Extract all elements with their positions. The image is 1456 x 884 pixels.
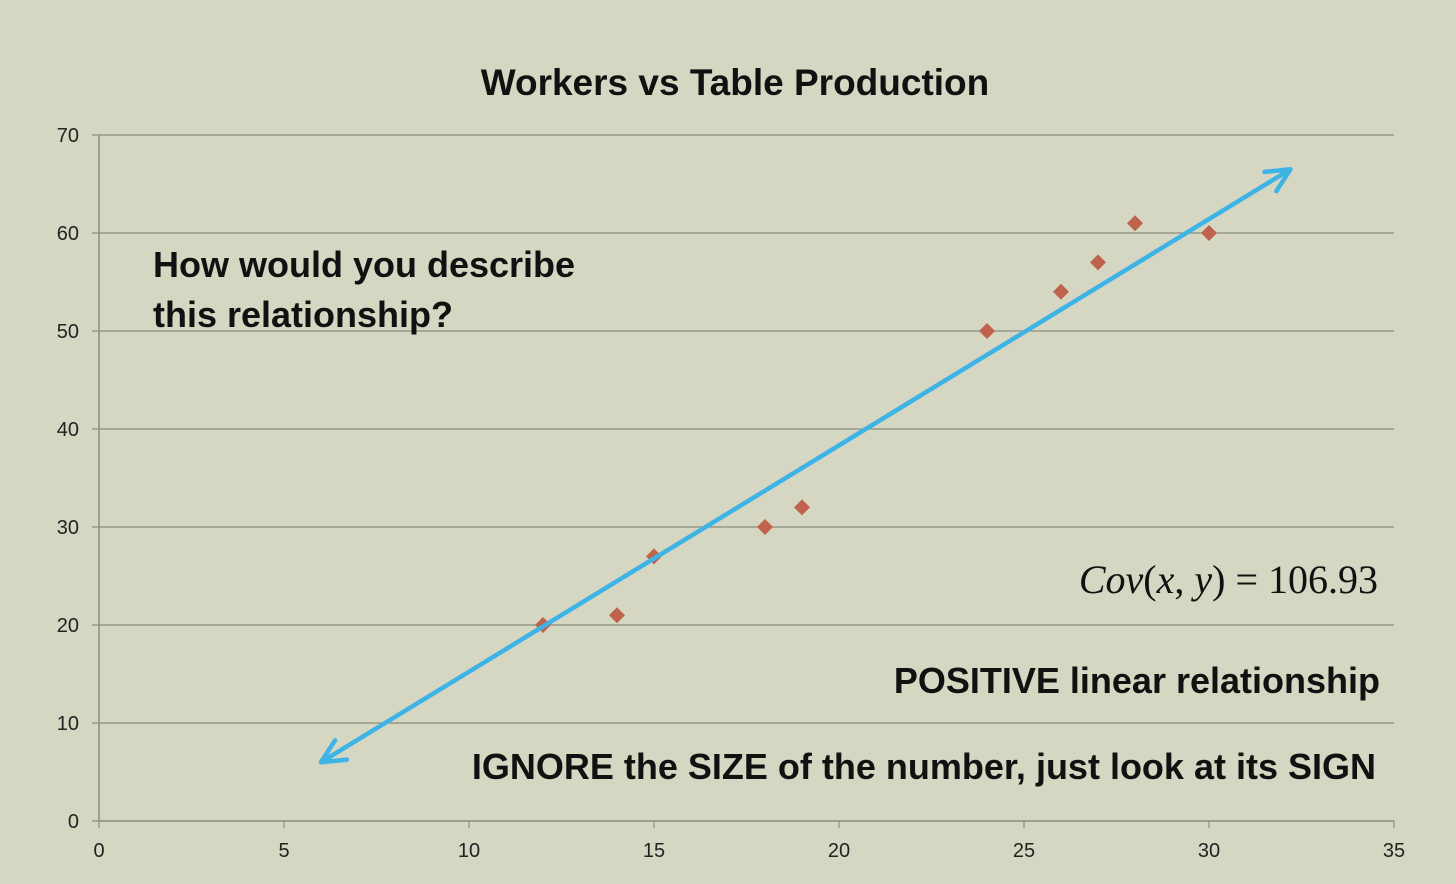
x-tick-label: 10 — [458, 840, 480, 862]
ignore-size-text: IGNORE the SIZE of the number, just look… — [471, 746, 1376, 787]
cov-open-paren: ( — [1143, 557, 1157, 602]
axes — [92, 134, 1395, 828]
gridlines — [99, 134, 1394, 724]
x-tick-label: 20 — [828, 840, 850, 862]
data-points — [535, 215, 1217, 633]
data-point — [757, 519, 773, 535]
x-tick-label: 30 — [1198, 840, 1220, 862]
question-line-1: How would you describe — [153, 244, 576, 285]
y-tick-label: 60 — [57, 223, 79, 245]
arrowhead-end — [1262, 167, 1293, 194]
cov-function: Cov — [1078, 557, 1144, 602]
data-point — [794, 499, 810, 516]
cov-value: 106.93 — [1268, 557, 1378, 602]
x-tick-label: 0 — [93, 840, 104, 862]
covariance-formula: Cov(x, y) = 106.93 — [1079, 556, 1378, 603]
data-point — [1090, 254, 1106, 271]
data-point — [1053, 283, 1069, 300]
y-tick-label: 20 — [57, 615, 79, 637]
tick-labels: 0 10 20 30 40 50 60 70 0 5 10 15 20 25 30 35 — [57, 125, 1405, 862]
data-point — [1127, 215, 1143, 232]
x-tick-label: 15 — [643, 840, 665, 862]
chart-title: Workers vs Table Production — [481, 62, 990, 103]
data-point — [1201, 225, 1217, 241]
data-point — [979, 323, 995, 339]
y-tick-label: 70 — [57, 125, 79, 147]
y-tick-label: 30 — [57, 517, 79, 539]
arrowhead-start — [318, 738, 350, 765]
trend-arrow — [318, 167, 1293, 765]
cov-equals: = — [1225, 557, 1268, 602]
y-tick-label: 0 — [68, 811, 79, 833]
cov-y: y — [1194, 557, 1213, 602]
y-tick-label: 50 — [57, 321, 79, 343]
y-tick-label: 10 — [57, 713, 79, 735]
cov-close-paren: ) — [1212, 557, 1226, 602]
x-tick-label: 25 — [1013, 840, 1035, 862]
question-text: How would you describe this relationship… — [153, 240, 575, 340]
data-point — [609, 607, 625, 624]
x-tick-label: 5 — [278, 840, 289, 862]
x-tick-label: 35 — [1383, 840, 1405, 862]
cov-x: x — [1156, 557, 1175, 602]
trend-arrow-shaft — [318, 167, 1293, 765]
question-line-2: this relationship? — [153, 294, 454, 335]
cov-comma: , — [1174, 557, 1195, 602]
positive-relationship-text: POSITIVE linear relationship — [893, 660, 1380, 701]
y-tick-label: 40 — [57, 419, 79, 441]
